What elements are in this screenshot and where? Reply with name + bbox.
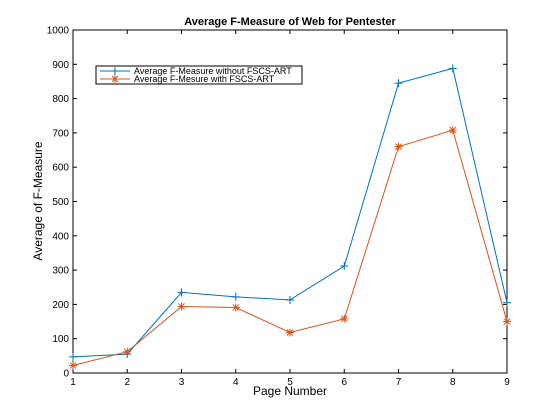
legend-marker-2	[111, 75, 119, 83]
data-point-series-1	[231, 292, 240, 301]
series-layer	[69, 64, 511, 370]
chart-title: Average F-Measure of Web for Pentester	[184, 16, 396, 28]
y-tick-label: 900	[52, 60, 69, 71]
data-point-series-2	[448, 126, 457, 135]
x-tick-label: 1	[70, 377, 76, 388]
y-tick-label: 1000	[47, 26, 70, 37]
data-point-series-1	[340, 261, 349, 270]
y-tick-label: 100	[52, 334, 69, 345]
y-tick-label: 0	[63, 369, 69, 380]
x-tick-label: 7	[396, 377, 402, 388]
data-point-series-1	[448, 64, 457, 73]
data-point-series-1	[503, 298, 511, 307]
legend-marker-1	[111, 67, 119, 75]
legend-box	[95, 65, 303, 85]
x-tick-label: 4	[233, 377, 239, 388]
legend: Average F-Measure without FSCS-ARTAverag…	[95, 65, 303, 85]
x-tick-label: 9	[504, 377, 510, 388]
x-tick-label: 6	[341, 377, 347, 388]
data-point-series-2	[340, 314, 349, 323]
data-point-series-2	[69, 361, 77, 370]
x-tick-label: 8	[450, 377, 456, 388]
data-point-series-2	[503, 317, 511, 326]
x-axis-title: Page Number	[253, 384, 327, 398]
data-point-series-2	[286, 328, 294, 337]
y-tick-label: 400	[52, 231, 69, 242]
y-tick-label: 700	[52, 128, 69, 139]
y-tick-label: 600	[52, 163, 69, 174]
y-tick-label: 200	[52, 300, 69, 311]
x-tick-label: 2	[124, 377, 130, 388]
y-tick-label: 300	[52, 266, 69, 277]
data-point-series-1	[286, 295, 294, 304]
x-tick-label: 3	[179, 377, 185, 388]
legend-label-2: Average F-Mesure with FSCS-ART	[134, 74, 275, 84]
data-point-series-2	[231, 303, 240, 312]
y-axis-title: Average of F-Measure	[31, 141, 45, 260]
y-tick-label: 800	[52, 94, 69, 105]
data-point-series-1	[177, 288, 186, 297]
data-point-series-1	[69, 352, 77, 361]
data-point-series-2	[394, 142, 403, 151]
legend-label-1: Average F-Measure without FSCS-ART	[134, 66, 292, 76]
data-point-series-2	[177, 302, 186, 311]
plot-area: 1 2 3 4 5 6 7 8 9 0 100 200 300 400 500 600 700 800 900 100…	[47, 26, 510, 389]
x-tick-label: 5	[287, 377, 293, 388]
data-point-series-2	[123, 347, 132, 356]
data-point-series-1	[394, 79, 403, 88]
y-tick-label: 500	[52, 197, 69, 208]
